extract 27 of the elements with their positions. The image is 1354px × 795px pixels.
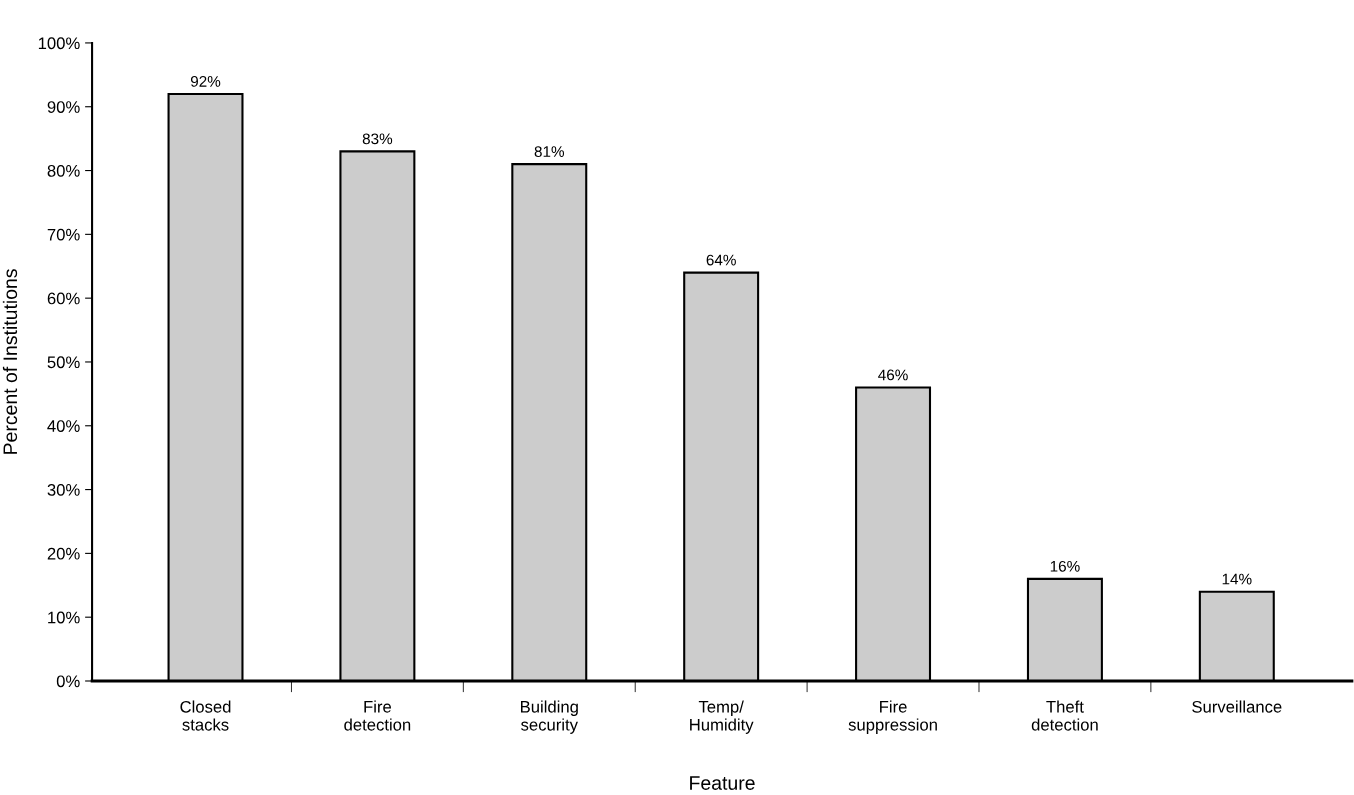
y-tick-label: 40% (47, 420, 80, 432)
y-tick-label: 50% (47, 356, 80, 369)
y-tick-label: 70% (47, 228, 80, 241)
x-tick-label: Closed stacks (180, 700, 231, 731)
x-tick-label: Fire detection (344, 700, 411, 731)
y-tick-label: 10% (48, 611, 80, 624)
y-axis-title: Percent of Institutions (2, 269, 18, 454)
x-axis-title: Feature (690, 776, 755, 790)
x-tick-label: Surveillance (1192, 700, 1282, 713)
data-label: 81% (534, 146, 565, 157)
data-label: 92% (190, 75, 221, 87)
y-tick-label: 30% (47, 483, 80, 496)
data-label: 14% (1222, 573, 1252, 585)
y-tick-label: 80% (47, 164, 80, 177)
y-tick-label: 100% (38, 37, 80, 50)
y-tick-label: 20% (47, 547, 80, 560)
data-label: 64% (706, 254, 736, 266)
x-tick-label: Fire suppression (848, 700, 937, 734)
x-tick-label: Temp/ Humidity (690, 700, 754, 734)
data-label: 83% (362, 133, 393, 145)
data-label: 16% (1050, 560, 1080, 572)
y-tick-label: 0% (56, 675, 80, 688)
x-tick-label: Theft detection (1031, 700, 1098, 731)
y-tick-label: 90% (47, 101, 80, 113)
y-tick-label: 60% (47, 292, 80, 305)
data-label: 46% (878, 369, 908, 381)
x-tick-label: Building security (521, 700, 578, 734)
